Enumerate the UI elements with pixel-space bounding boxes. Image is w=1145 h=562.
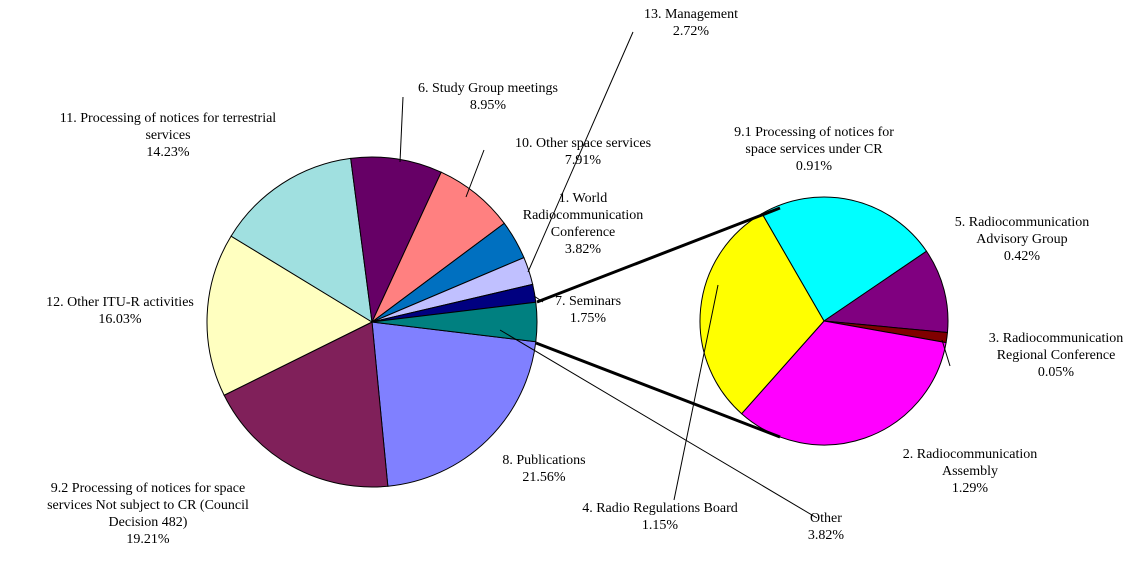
slice-label: 5. Radiocommunication Advisory Group 0.42…	[937, 214, 1107, 265]
label-value: 8.95%	[469, 98, 507, 113]
pie-slice	[699, 212, 825, 415]
label-value: 2.72%	[672, 24, 710, 39]
label-name: Other	[810, 511, 842, 526]
pie-slice	[371, 321, 537, 487]
label-value: 0.91%	[795, 159, 833, 174]
slice-label: 7. Seminars 1.75%	[538, 293, 638, 327]
pie-slice	[206, 235, 374, 396]
label-name: 4. Radio Regulations Board	[582, 501, 738, 516]
slice-label: Other 3.82%	[786, 510, 866, 544]
label-name: 9.1 Processing of notices for space serv…	[734, 125, 894, 157]
label-value: 0.42%	[1003, 249, 1041, 264]
label-value: 14.23%	[146, 145, 190, 160]
label-value: 19.21%	[126, 532, 170, 547]
slice-label: 13. Management 2.72%	[626, 6, 756, 40]
label-name: 8. Publications	[502, 453, 586, 468]
label-value: 3.82%	[807, 528, 845, 543]
slice-label: 12. Other ITU-R activities 16.03%	[20, 294, 220, 328]
leader-line	[941, 339, 951, 367]
slice-label: 6. Study Group meetings 8.95%	[398, 80, 578, 114]
slice-label: 9.1 Processing of notices for space serv…	[719, 124, 909, 175]
label-value: 16.03%	[98, 312, 142, 327]
label-name: 9.2 Processing of notices for space serv…	[47, 481, 249, 530]
pie-slice	[761, 196, 928, 322]
pie-slice	[350, 156, 442, 324]
leader-line	[673, 284, 719, 501]
label-name: 5. Radiocommunication Advisory Group	[954, 215, 1090, 247]
slice-label: 9.2 Processing of notices for space serv…	[43, 480, 253, 548]
slice-label: 1. World Radiocommunication Conference 3.…	[516, 190, 651, 258]
leader-line	[465, 149, 485, 198]
label-value: 0.05%	[1037, 365, 1075, 380]
leader-line	[527, 31, 634, 273]
label-value: 7.91%	[564, 153, 602, 168]
pie-slice	[371, 301, 538, 343]
label-name: 2. Radiocommunication Assembly	[902, 447, 1038, 479]
label-name: 12. Other ITU-R activities	[46, 295, 194, 310]
label-name: 13. Management	[643, 7, 739, 22]
label-name: 3. Radiocommunication Regional Conferenc…	[988, 331, 1124, 363]
pie-slice	[822, 250, 949, 334]
leader-line	[499, 329, 818, 519]
label-value: 3.82%	[564, 242, 602, 257]
label-name: 10. Other space services	[514, 136, 652, 151]
slice-label: 2. Radiocommunication Assembly 1.29%	[885, 446, 1055, 497]
leader-lines	[399, 31, 951, 519]
label-value: 1.75%	[569, 311, 607, 326]
label-value: 1.15%	[641, 518, 679, 533]
label-name: 11. Processing of notices for terrestria…	[59, 111, 277, 143]
pie-slice	[223, 321, 389, 488]
label-name: 6. Study Group meetings	[418, 81, 558, 96]
label-value: 21.56%	[522, 470, 566, 485]
slice-label: 8. Publications 21.56%	[479, 452, 609, 486]
label-name: 1. World Radiocommunication Conference	[522, 191, 644, 240]
slice-label: 4. Radio Regulations Board 1.15%	[550, 500, 770, 534]
pie-slice	[230, 157, 373, 323]
label-name: 7. Seminars	[554, 294, 622, 309]
connector-line	[535, 341, 781, 439]
connector-line	[536, 206, 781, 304]
slice-label: 3. Radiocommunication Regional Conferenc…	[966, 330, 1145, 381]
label-value: 1.29%	[951, 481, 989, 496]
slice-label: 11. Processing of notices for terrestria…	[56, 110, 281, 161]
slice-label: 10. Other space services 7.91%	[493, 135, 673, 169]
leader-line	[399, 96, 404, 163]
